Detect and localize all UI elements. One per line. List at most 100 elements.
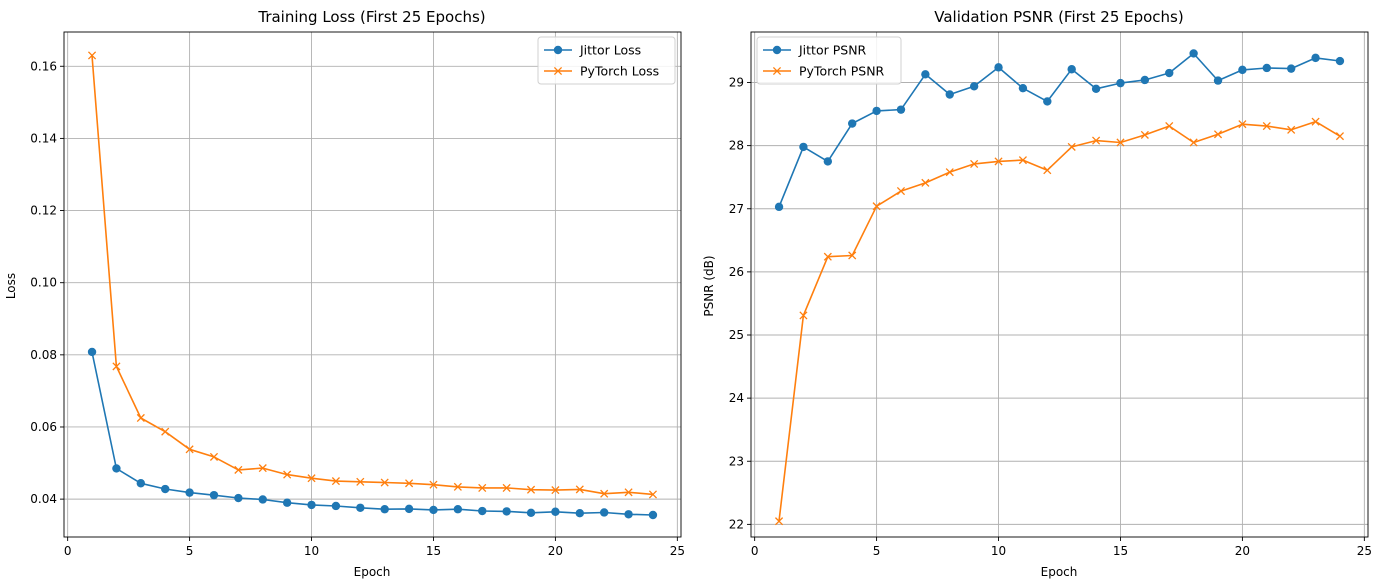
data-point (136, 413, 145, 423)
data-point (624, 510, 633, 519)
data-point (283, 470, 292, 479)
legend-label: Jittor Loss (579, 43, 641, 58)
data-point (848, 119, 857, 128)
data-point (551, 507, 560, 516)
data-point (234, 493, 243, 503)
data-point (774, 517, 784, 526)
data-point (1067, 65, 1076, 74)
legend-label: PyTorch PSNR (799, 64, 885, 79)
x-tick-label: 10 (304, 544, 319, 558)
legend-item: Jittor PSNR (763, 43, 867, 58)
legend-item: PyTorch PSNR (763, 64, 885, 79)
chart-title: Training Loss (First 25 Epochs) (257, 8, 485, 26)
y-tick-label: 0.12 (30, 204, 57, 218)
x-tick-label: 0 (751, 544, 759, 558)
data-point (1213, 76, 1223, 85)
y-tick-label: 0.14 (30, 131, 57, 145)
data-point (526, 485, 536, 494)
data-point (1140, 75, 1150, 85)
data-point (1189, 138, 1198, 147)
data-point (1091, 84, 1101, 94)
data-point (896, 105, 906, 114)
data-point (1335, 132, 1345, 141)
x-tick-label: 5 (873, 544, 881, 558)
data-point (356, 477, 365, 486)
x-axis-label: Epoch (354, 565, 391, 579)
data-point (331, 501, 341, 511)
validation-psnr-chart: Validation PSNR (First 25 Epochs) 0 5 10 15… (702, 8, 1372, 579)
plot-frame (63, 31, 682, 538)
data-point (502, 507, 511, 516)
data-point (112, 464, 121, 473)
y-tick-label: 23 (729, 454, 744, 468)
data-point (921, 70, 930, 79)
data-point (799, 142, 808, 152)
data-point (848, 251, 857, 260)
data-point (1335, 56, 1345, 66)
data-point (307, 474, 316, 483)
data-point (356, 503, 365, 512)
legend: Jittor Loss PyTorch Loss (537, 36, 676, 85)
legend-box (756, 36, 902, 85)
series-pytorch-psnr (774, 117, 1345, 526)
data-point (1018, 83, 1028, 93)
legend-marker (553, 66, 563, 76)
data-point (1116, 138, 1125, 147)
plot-frame (750, 31, 1369, 538)
y-axis-label: Loss (4, 273, 18, 299)
data-point (161, 484, 170, 494)
data-point (453, 505, 463, 514)
data-point (405, 479, 414, 488)
series-pytorch-loss (87, 51, 658, 499)
data-point (502, 483, 511, 493)
x-axis-label: Epoch (1041, 565, 1078, 579)
legend-marker (553, 45, 563, 55)
data-point (1165, 121, 1174, 131)
data-point (112, 362, 121, 371)
data-point (945, 168, 954, 177)
data-point (331, 477, 340, 486)
data-point (478, 506, 487, 516)
data-point (823, 252, 832, 261)
data-point (648, 490, 658, 499)
data-point (258, 495, 267, 504)
training-loss-chart: Training Loss (First 25 Epochs) 0 5 10 15 20… (4, 8, 685, 579)
data-point (1018, 156, 1027, 165)
data-point (872, 202, 881, 211)
data-point (1067, 142, 1076, 151)
data-point (234, 465, 243, 474)
data-point (624, 488, 633, 497)
data-point (526, 508, 536, 518)
data-point (1043, 166, 1052, 175)
x-tick-label: 5 (186, 544, 194, 558)
legend-marker (772, 66, 782, 76)
legend-item: Jittor Loss (544, 43, 641, 58)
series-line (91, 55, 654, 496)
data-point (1165, 68, 1174, 78)
data-point (945, 90, 954, 99)
data-point (551, 486, 560, 495)
y-tick-label: 0.16 (30, 59, 57, 73)
data-point (896, 187, 906, 196)
data-point (600, 489, 609, 498)
data-point (380, 478, 389, 487)
legend: Jittor PSNR PyTorch PSNR (756, 36, 902, 85)
data-point (282, 498, 292, 507)
y-tick-label: 28 (729, 139, 744, 153)
data-point (380, 505, 389, 514)
data-point (872, 106, 881, 116)
data-point (1238, 120, 1247, 129)
grid (64, 32, 681, 537)
legend-label: Jittor PSNR (798, 43, 867, 58)
x-tick-label: 15 (1113, 544, 1128, 558)
data-point (87, 51, 97, 60)
data-point (823, 157, 833, 166)
data-point (429, 480, 438, 489)
legend-label: PyTorch Loss (580, 64, 659, 79)
data-point (1116, 78, 1125, 88)
data-point (429, 505, 438, 515)
data-point (1262, 121, 1271, 131)
series-jittor-loss (87, 347, 658, 520)
data-point (1286, 64, 1296, 73)
